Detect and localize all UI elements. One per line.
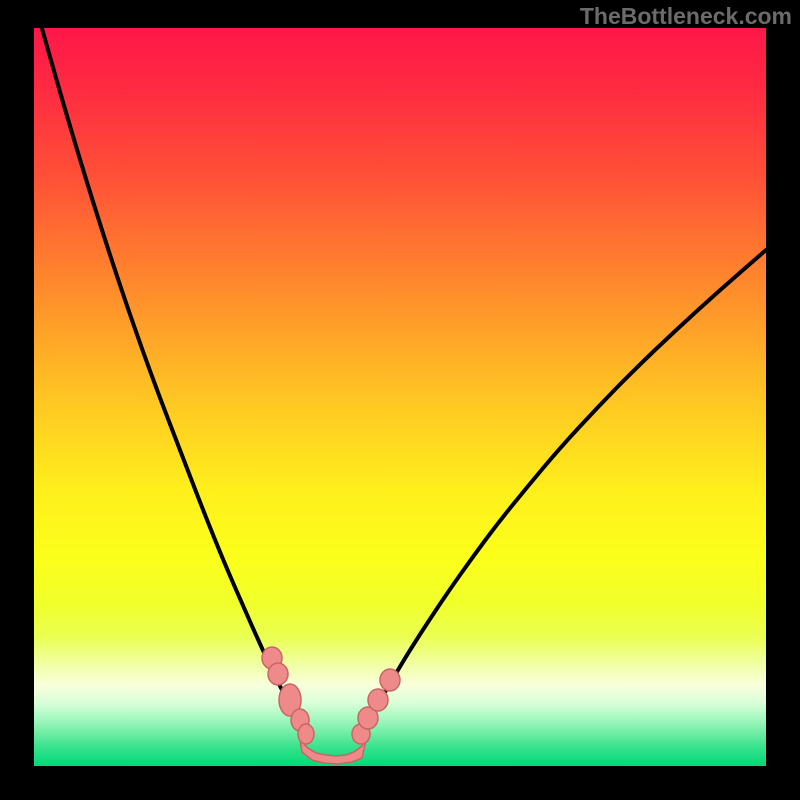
bottleneck-chart: TheBottleneck.com bbox=[0, 0, 800, 800]
right-bead-3 bbox=[380, 669, 400, 691]
right-bead-2 bbox=[368, 689, 388, 711]
chart-root: TheBottleneck.com bbox=[0, 0, 800, 800]
left-bead-4 bbox=[298, 724, 314, 744]
left-bead-1 bbox=[268, 663, 288, 685]
watermark-text: TheBottleneck.com bbox=[580, 3, 792, 29]
plot-background bbox=[34, 28, 766, 766]
